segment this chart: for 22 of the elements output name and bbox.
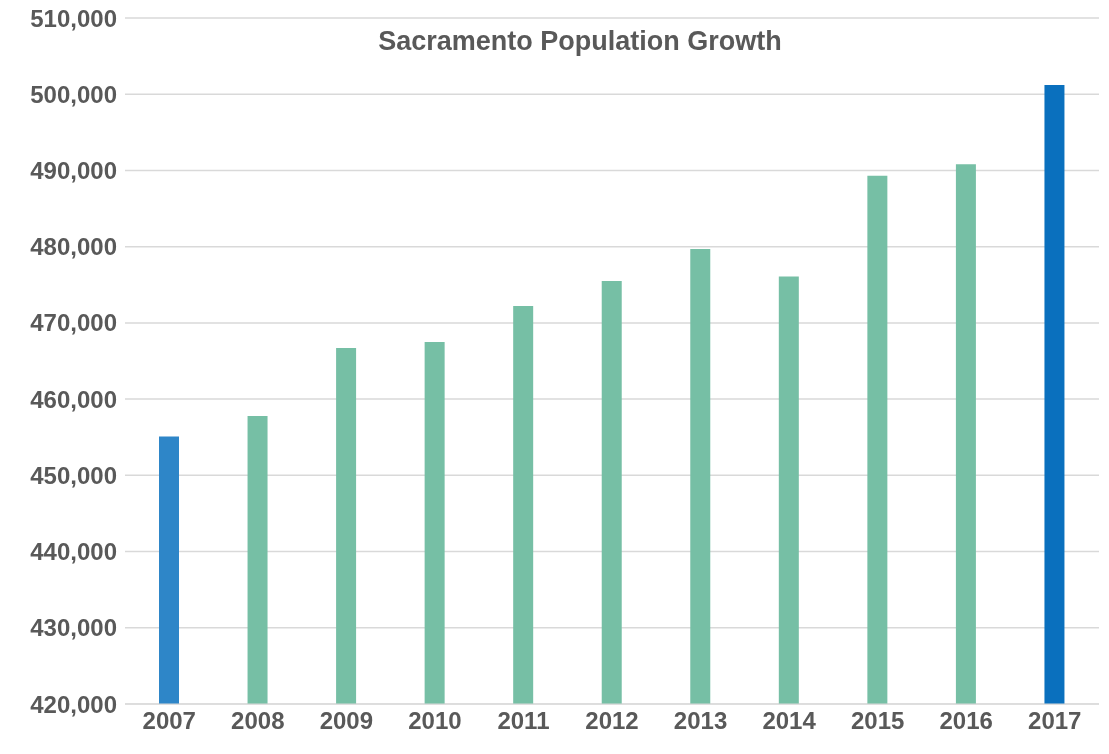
x-tick-label: 2016 <box>939 707 993 735</box>
x-tick-label: 2007 <box>142 707 196 735</box>
chart-title: Sacramento Population Growth <box>378 26 782 56</box>
y-tick-label: 500,000 <box>30 80 117 108</box>
x-tick-label: 2008 <box>231 707 285 735</box>
y-tick-label: 470,000 <box>30 309 117 337</box>
y-tick-label: 420,000 <box>30 690 117 718</box>
x-tick-label: 2014 <box>762 707 817 735</box>
y-tick-label: 490,000 <box>30 156 117 184</box>
x-tick-label: 2015 <box>850 707 905 735</box>
y-tick-label: 460,000 <box>30 385 117 413</box>
x-tick-label: 2010 <box>408 707 462 735</box>
x-tick-label: 2011 <box>497 707 550 735</box>
x-tick-label: 2009 <box>319 707 374 735</box>
y-tick-label: 440,000 <box>30 538 117 566</box>
x-tick-label: 2012 <box>585 707 639 735</box>
y-tick-label: 510,000 <box>30 4 117 32</box>
y-tick-label: 450,000 <box>30 461 117 489</box>
x-tick-label: 2013 <box>673 707 728 735</box>
y-tick-label: 480,000 <box>30 233 117 261</box>
x-tick-label: 2017 <box>1028 707 1082 735</box>
y-tick-label: 430,000 <box>30 614 117 642</box>
